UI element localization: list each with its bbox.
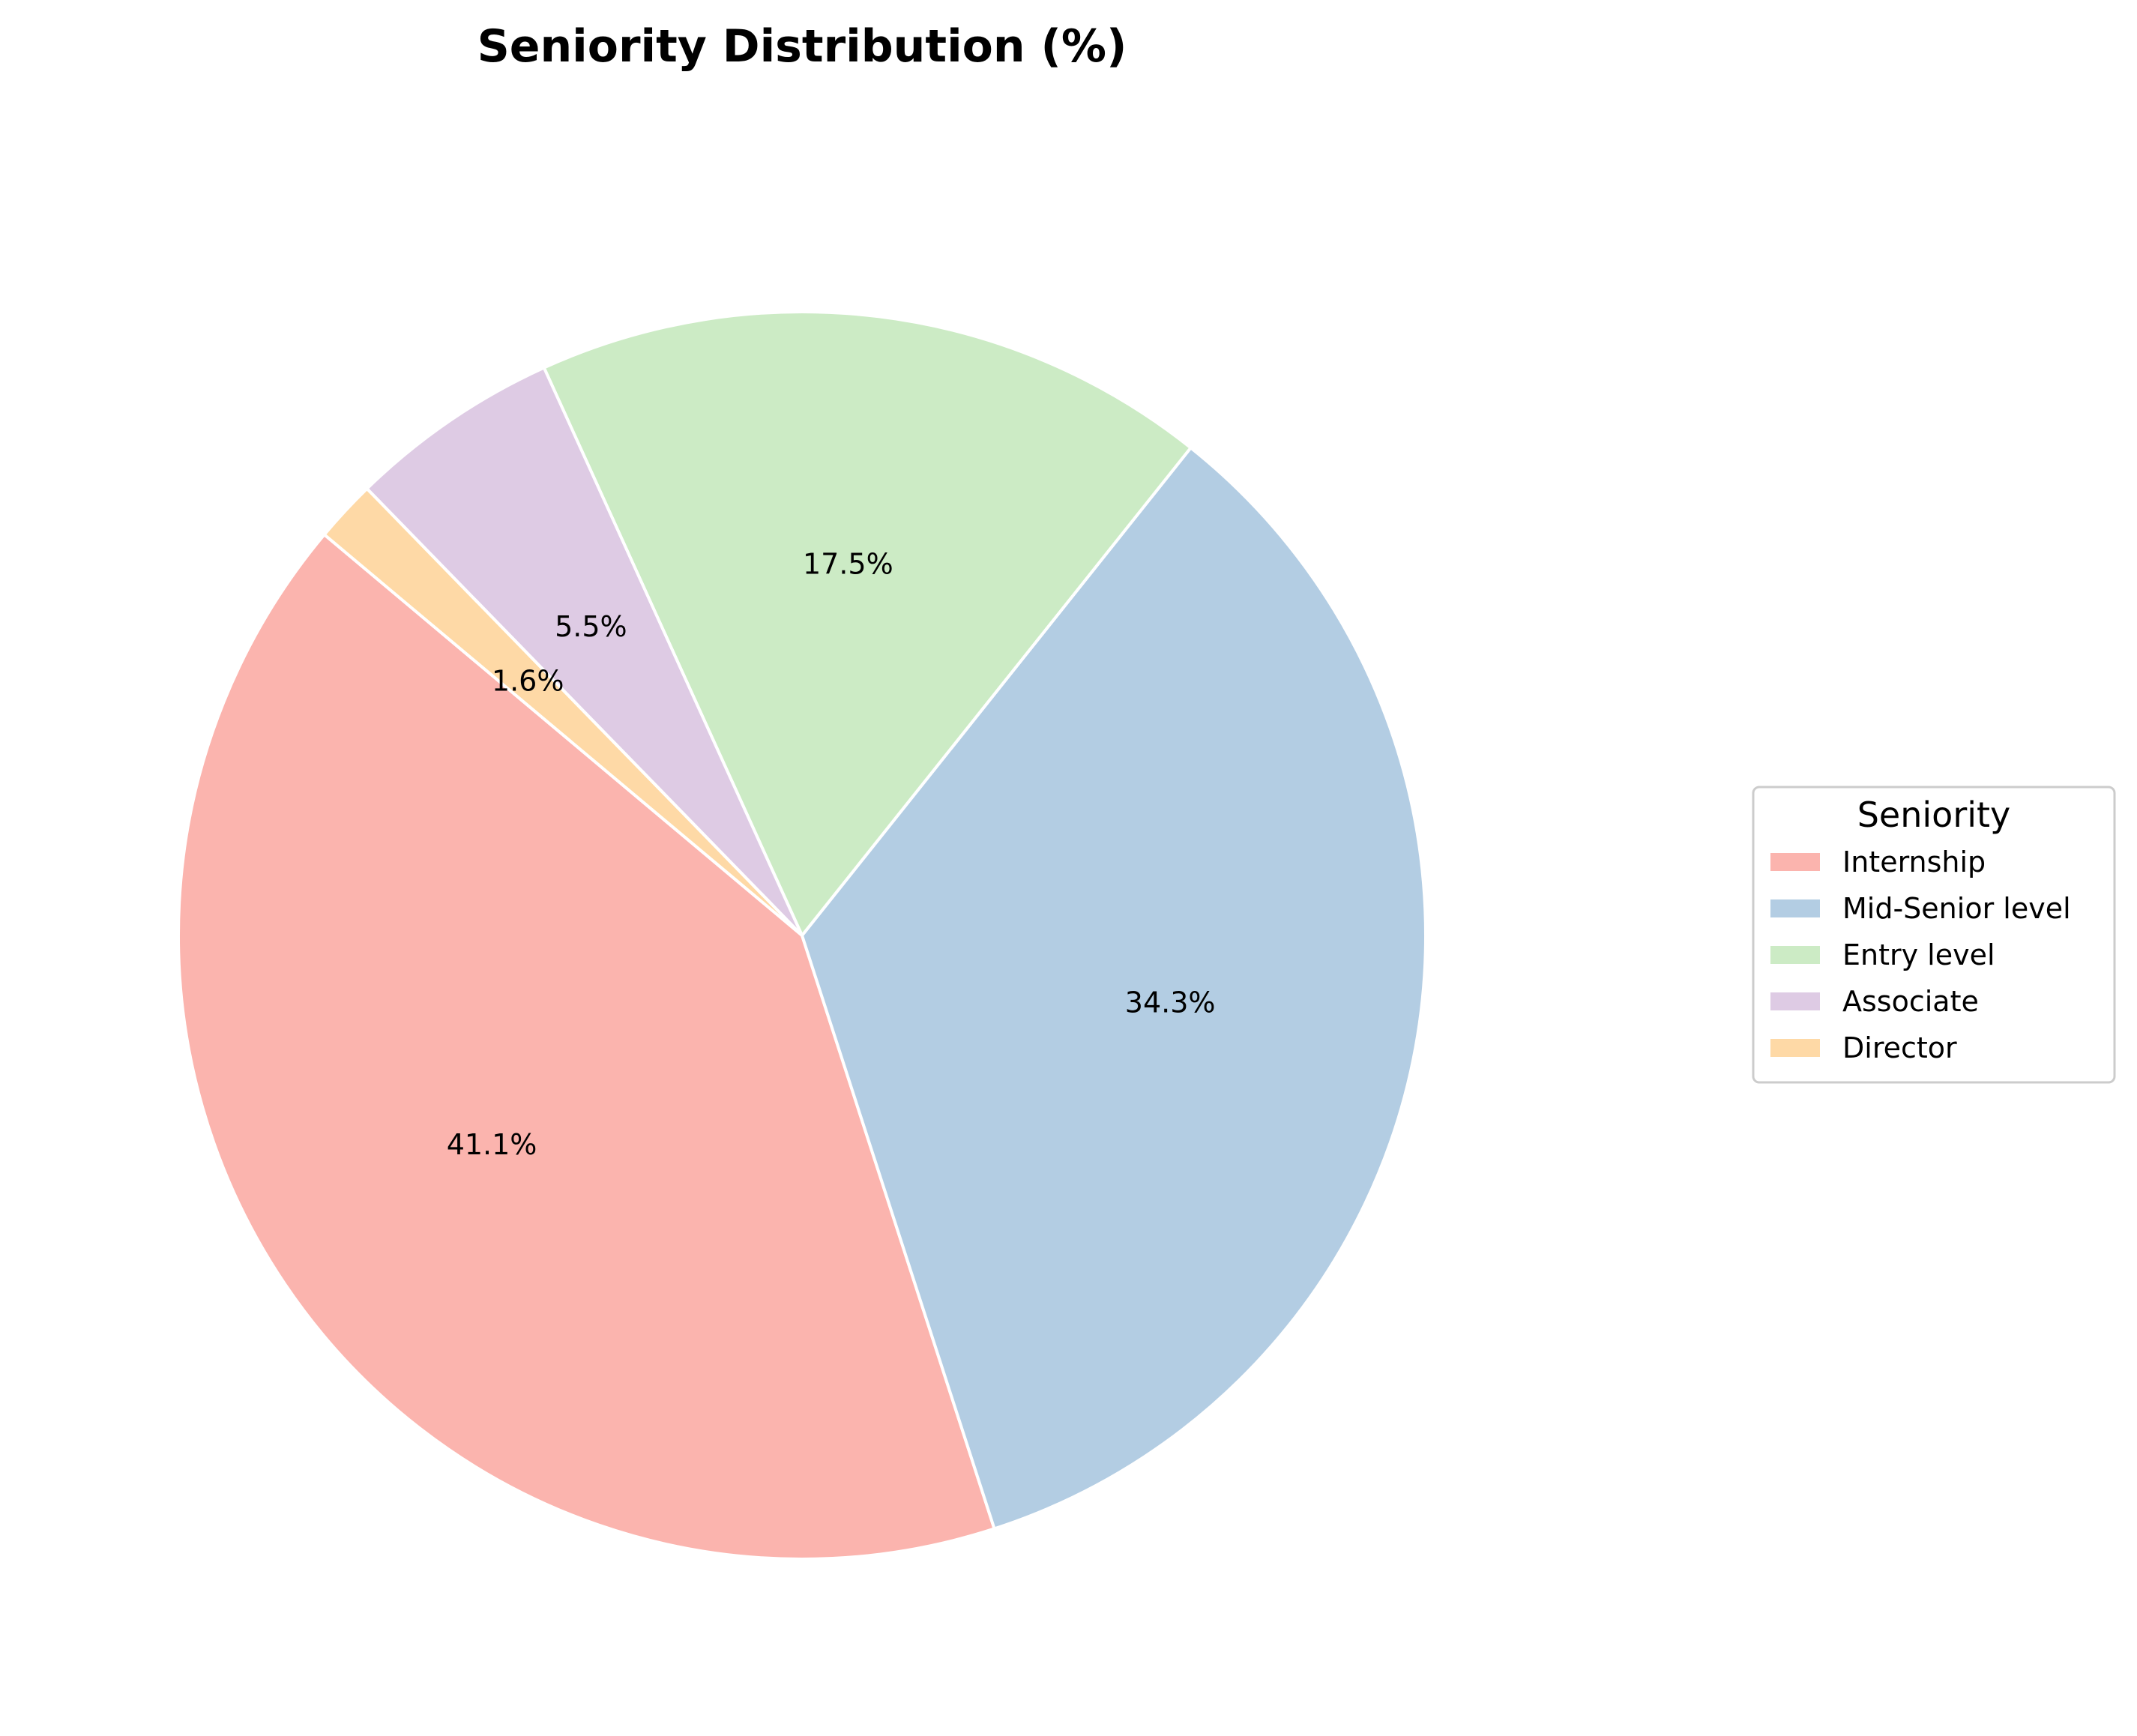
legend-label-internship: Internship <box>1842 846 1986 878</box>
pie-label-internship: 41.1% <box>447 1128 537 1161</box>
legend-swatch-associate <box>1770 992 1820 1010</box>
pie-slice-mid-senior-level <box>801 446 1427 1531</box>
legend-swatch-mid-senior-level <box>1770 899 1820 917</box>
pie-percentage-labels: 41.1% 34.3% 17.5% 5.5% 1.6% <box>447 548 1216 1161</box>
legend: Seniority Internship Mid-Senior level Entr… <box>1752 786 2116 1084</box>
legend-swatch-director <box>1770 1039 1820 1057</box>
pie-slice-internship <box>177 533 996 1561</box>
pie-slice-entry-level <box>542 310 1193 937</box>
legend-label-mid-senior-level: Mid-Senior level <box>1842 892 2071 925</box>
legend-label-associate: Associate <box>1842 985 1979 1018</box>
pie-label-director: 1.6% <box>492 664 564 697</box>
pie-label-entry-level: 17.5% <box>803 548 893 581</box>
pie-label-mid-senior-level: 34.3% <box>1125 986 1216 1019</box>
legend-frame <box>1752 786 2116 1084</box>
legend-swatch-internship <box>1770 853 1820 871</box>
legend-label-entry-level: Entry level <box>1842 938 1995 971</box>
pie-slice-director <box>322 486 804 937</box>
pie <box>177 310 1427 1561</box>
chart-title: Seniority Distribution (%) <box>477 20 1127 73</box>
legend-swatch-entry-level <box>1770 946 1820 964</box>
pie-slice-associate <box>365 366 804 937</box>
pie-label-associate: 5.5% <box>555 610 627 643</box>
legend-title: Seniority <box>1857 795 2011 835</box>
legend-entries: Internship Mid-Senior level Entry level Ass… <box>1770 846 2071 1064</box>
legend-label-director: Director <box>1842 1031 1957 1064</box>
